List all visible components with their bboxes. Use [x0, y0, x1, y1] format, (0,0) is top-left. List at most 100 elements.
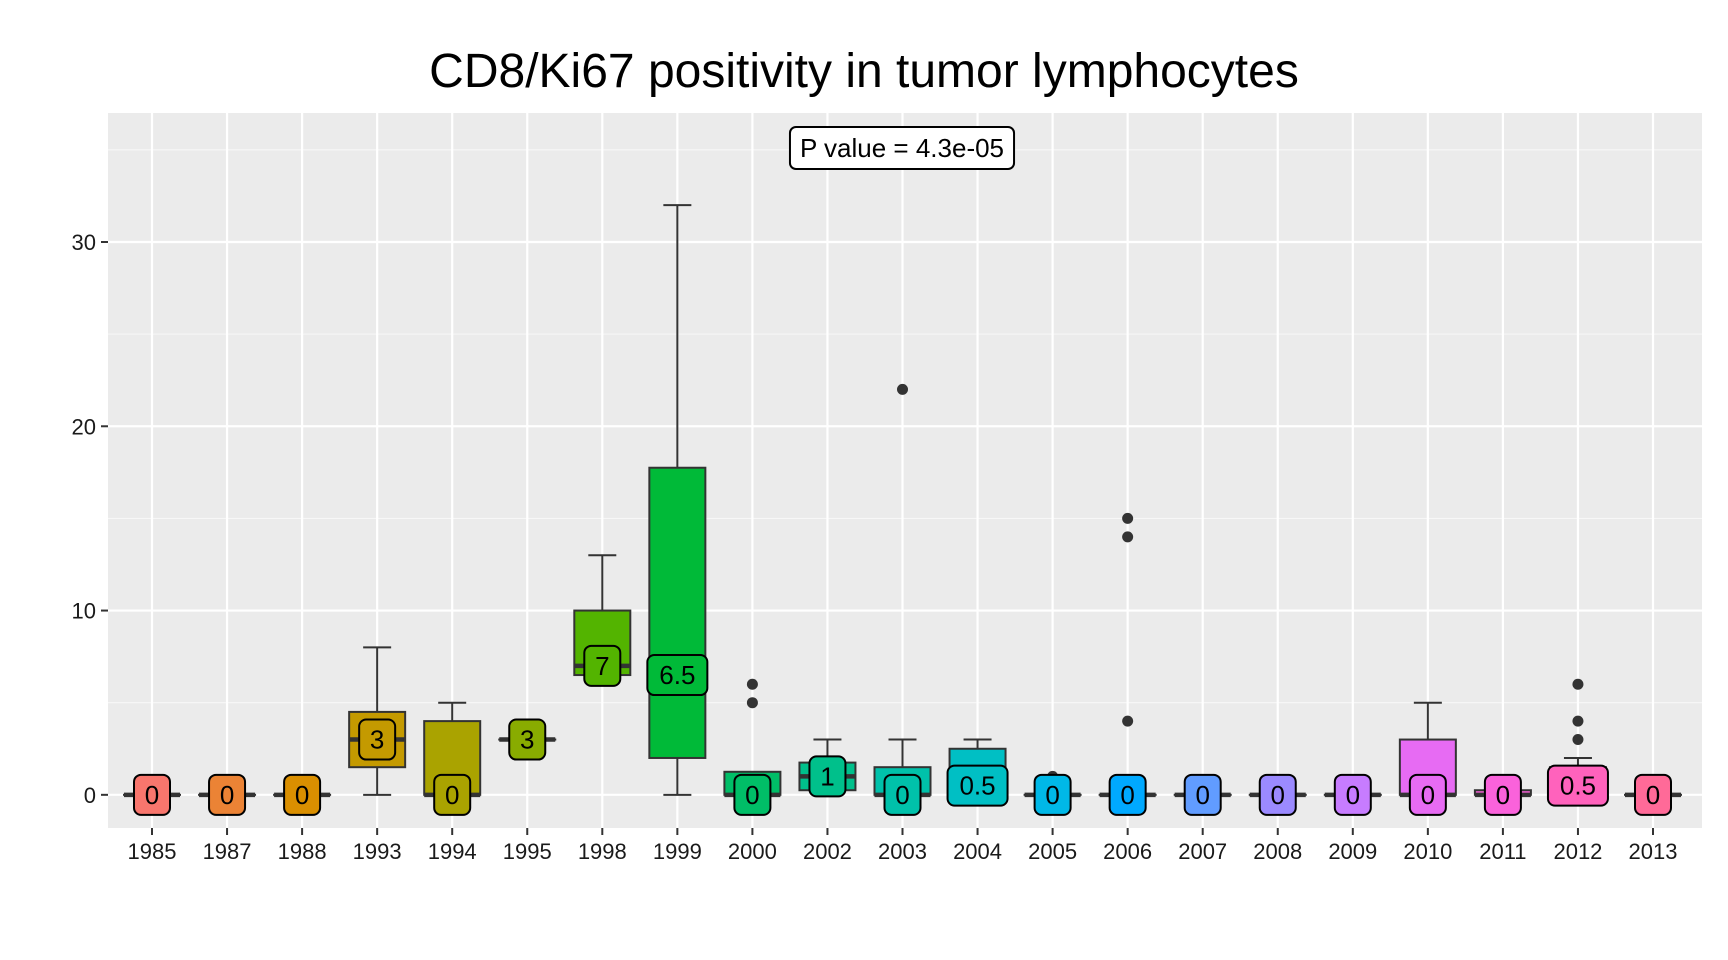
x-tick-label: 2000 [728, 839, 777, 864]
x-tick-label: 1998 [578, 839, 627, 864]
plot-panel [108, 113, 1702, 828]
median-label-1988: 0 [283, 773, 322, 816]
median-label-2007: 0 [1183, 773, 1222, 816]
median-label-box [1546, 764, 1609, 807]
median-label-2009: 0 [1333, 773, 1372, 816]
median-label-text: 0 [1045, 780, 1059, 810]
median-label-text: 0 [1346, 780, 1360, 810]
median-label-text: 0.5 [1560, 771, 1596, 801]
median-label-box [808, 755, 847, 798]
median-label-2003: 0 [883, 773, 922, 816]
median-label-1998: 7 [583, 644, 622, 687]
median-label-2004: 0.5 [946, 764, 1009, 807]
x-tick-label: 2004 [953, 839, 1002, 864]
x-tick-label: 2002 [803, 839, 852, 864]
median-label-text: 0 [1271, 780, 1285, 810]
median-label-2013: 0 [1634, 773, 1672, 816]
x-tick-label: 2003 [878, 839, 927, 864]
y-axis: 0 10 20 30 [72, 230, 108, 808]
y-tick-label: 0 [84, 783, 96, 808]
median-label-text: 1 [820, 761, 834, 791]
median-label-box [883, 773, 922, 816]
pvalue-text: P value = 4.3e-05 [800, 133, 1004, 163]
median-label-2011: 0 [1483, 773, 1522, 816]
median-label-text: 0.5 [959, 771, 995, 801]
median-label-text: 0 [1496, 780, 1510, 810]
median-label-box [358, 718, 397, 761]
median-label-text: 3 [520, 725, 534, 755]
median-label-box [1333, 773, 1372, 816]
median-label-text: 0 [1120, 780, 1134, 810]
y-tick-label: 30 [72, 230, 96, 255]
outlier-point [1122, 531, 1134, 543]
median-labels-layer: 0 0 0 3 0 3 7 6.5 0 1 0 0.5 0 0 0 0 0 0 0 0.5 0 [133, 644, 1672, 816]
median-label-box [208, 773, 247, 816]
median-label-text: 0 [1195, 780, 1209, 810]
median-label-text: 0 [895, 780, 909, 810]
x-tick-label: 2012 [1553, 839, 1602, 864]
x-tick-label: 2010 [1403, 839, 1452, 864]
x-tick-label: 1995 [503, 839, 552, 864]
median-label-box [1258, 773, 1297, 816]
outlier-point [1122, 512, 1134, 524]
median-label-text: 0 [445, 780, 459, 810]
x-tick-label: 2006 [1103, 839, 1152, 864]
x-tick-label: 2013 [1629, 839, 1678, 864]
outlier-point [746, 697, 758, 709]
median-label-box [508, 718, 547, 761]
chart-title: CD8/Ki67 positivity in tumor lymphocytes [429, 45, 1299, 98]
x-tick-label: 1999 [653, 839, 702, 864]
x-tick-label: 1985 [128, 839, 177, 864]
median-label-2012: 0.5 [1546, 764, 1609, 807]
median-label-box [283, 773, 322, 816]
outlier-point [1572, 734, 1584, 746]
median-label-1993: 3 [358, 718, 397, 761]
median-label-box [1033, 773, 1072, 816]
median-label-box [1483, 773, 1522, 816]
x-tick-label: 1987 [203, 839, 252, 864]
x-tick-label: 2007 [1178, 839, 1227, 864]
outlier-point [897, 383, 908, 395]
median-label-box [1634, 773, 1672, 816]
median-label-box [583, 644, 622, 687]
pvalue-annotation: P value = 4.3e-05 [788, 126, 1016, 170]
median-label-2000: 0 [733, 773, 772, 816]
median-label-1994: 0 [433, 773, 472, 816]
x-tick-label: 2011 [1479, 839, 1526, 864]
box-body [648, 466, 707, 759]
x-tick-label: 2005 [1028, 839, 1077, 864]
median-label-text: 0 [1646, 780, 1660, 810]
median-label-text: 0 [220, 780, 234, 810]
outlier-point [1572, 678, 1584, 690]
outlier-point [1122, 715, 1134, 727]
x-axis: 1985 1987 1988 1993 1994 1995 1998 1999 2000 2002… [128, 828, 1678, 864]
x-tick-label: 1988 [278, 839, 327, 864]
median-label-box [1108, 773, 1147, 816]
median-label-text: 0 [295, 780, 309, 810]
x-tick-label: 1993 [353, 839, 402, 864]
y-tick-label: 20 [72, 414, 96, 439]
median-label-1999: 6.5 [646, 654, 709, 697]
median-label-text: 0 [1421, 780, 1435, 810]
median-label-text: 7 [595, 651, 609, 681]
grid-layer [108, 113, 1702, 828]
x-tick-label: 2008 [1253, 839, 1302, 864]
median-label-text: 3 [370, 725, 384, 755]
median-label-1985: 0 [133, 773, 171, 816]
median-label-1987: 0 [208, 773, 247, 816]
median-label-text: 0 [145, 780, 159, 810]
median-label-1995: 3 [508, 718, 547, 761]
pvalue-box [788, 126, 1016, 170]
box-1999 [648, 204, 707, 796]
median-label-box [133, 773, 171, 816]
outlier-point [746, 678, 758, 690]
x-tick-label: 1994 [428, 839, 477, 864]
median-label-text: 6.5 [659, 660, 695, 690]
median-label-box [1183, 773, 1222, 816]
outlier-point [1572, 715, 1584, 727]
median-label-2005: 0 [1033, 773, 1072, 816]
median-label-2008: 0 [1258, 773, 1297, 816]
median-label-text: 0 [745, 780, 759, 810]
median-label-box [433, 773, 472, 816]
